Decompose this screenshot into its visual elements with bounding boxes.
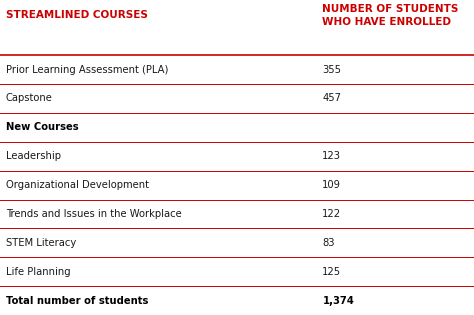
Text: New Courses: New Courses — [6, 122, 78, 132]
Text: 457: 457 — [322, 94, 341, 103]
Text: Trends and Issues in the Workplace: Trends and Issues in the Workplace — [6, 209, 182, 219]
Text: 355: 355 — [322, 65, 341, 75]
Text: STEM Literacy: STEM Literacy — [6, 238, 76, 248]
Text: 123: 123 — [322, 151, 341, 161]
Text: 122: 122 — [322, 209, 341, 219]
Text: Total number of students: Total number of students — [6, 295, 148, 306]
Text: Life Planning: Life Planning — [6, 267, 70, 277]
Text: 1,374: 1,374 — [322, 295, 354, 306]
Text: Capstone: Capstone — [6, 94, 53, 103]
Text: Organizational Development: Organizational Development — [6, 180, 149, 190]
Text: Prior Learning Assessment (PLA): Prior Learning Assessment (PLA) — [6, 65, 168, 75]
Text: 109: 109 — [322, 180, 341, 190]
Text: NUMBER OF STUDENTS
WHO HAVE ENROLLED: NUMBER OF STUDENTS WHO HAVE ENROLLED — [322, 4, 459, 27]
Text: STREAMLINED COURSES: STREAMLINED COURSES — [6, 10, 147, 20]
Text: 83: 83 — [322, 238, 335, 248]
Text: 125: 125 — [322, 267, 341, 277]
Text: Leadership: Leadership — [6, 151, 61, 161]
